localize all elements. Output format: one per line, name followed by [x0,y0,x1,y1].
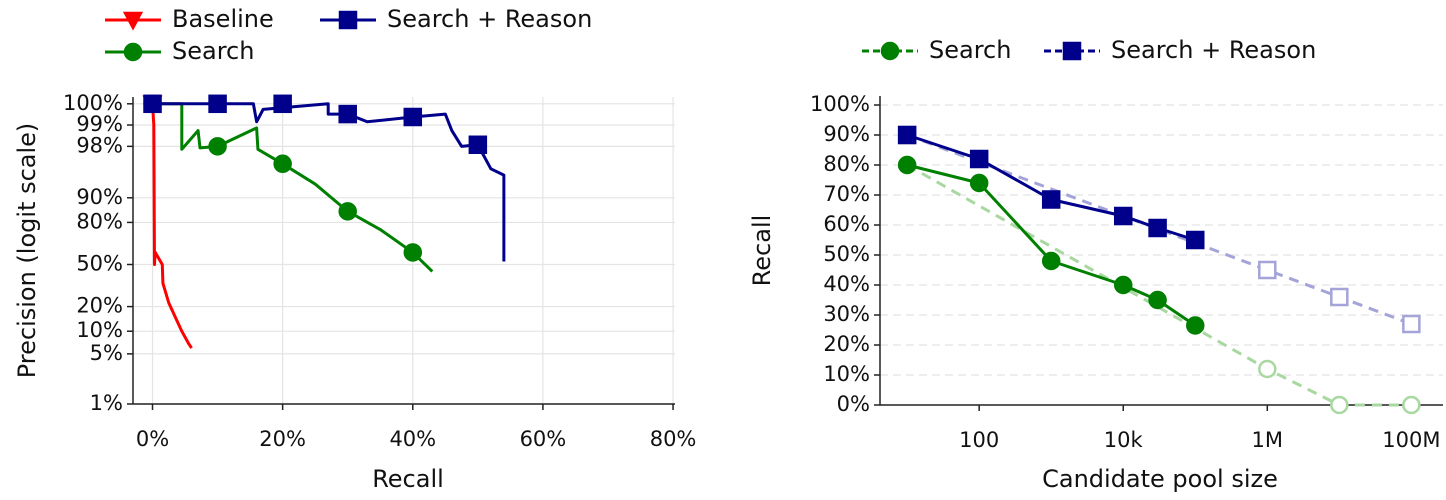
legend-marker [1062,41,1082,61]
marker [1330,287,1349,307]
marker [1041,251,1061,271]
y-tick-label: 40% [823,272,870,296]
y-tick-label: 80% [76,209,123,233]
legend-label: Search [172,37,254,65]
x-tick-label: 1M [1252,428,1283,452]
y-axis-label: Recall [748,215,776,287]
marker [897,125,917,145]
y-tick-label: 1% [90,391,123,415]
marker [1113,206,1133,226]
y-tick-label: 20% [823,332,870,356]
marker [1402,395,1421,415]
x-tick-label: 40% [389,427,436,451]
y-tick-label: 90% [76,185,123,209]
x-tick-label: 100M [1382,428,1440,452]
legend-label: Search + Reason [387,5,592,33]
marker [143,94,162,114]
marker [208,94,227,114]
y-tick-label: 50% [76,252,123,276]
x-tick-label: 80% [650,427,697,451]
y-tick-label: 90% [823,122,870,146]
y-tick-label: 0% [837,392,870,416]
legend-marker [122,11,144,31]
marker [1186,230,1205,250]
marker [897,155,917,175]
series-line [906,133,1412,326]
y-tick-label: 20% [76,294,123,318]
y-tick-label: 100% [63,91,123,115]
y-tick-label: 60% [823,212,870,236]
x-axis-label: Recall [372,465,444,493]
marker [273,94,292,114]
legend-label: Search + Reason [1111,36,1316,64]
marker [969,173,989,193]
x-tick-label: 0% [136,427,169,451]
marker [1330,395,1349,415]
series-line [152,102,506,262]
legend-label: Baseline [172,5,274,33]
marker [338,104,357,124]
legend-marker [123,42,143,62]
marker [1186,316,1205,335]
y-tick-label: 99% [76,112,123,136]
series-line [906,163,1412,407]
y-tick-label: 98% [76,133,123,157]
legend-marker [338,10,358,30]
marker [338,202,357,221]
y-tick-label: 50% [823,242,870,266]
marker [273,154,292,174]
marker [969,149,989,169]
y-tick-label: 100% [810,92,870,116]
marker [468,135,488,155]
marker [1113,275,1133,295]
y-tick-label: 10% [76,318,123,342]
marker [403,107,423,127]
y-tick-label: 30% [823,302,870,326]
marker [1402,314,1421,334]
y-tick-label: 5% [90,341,123,365]
x-tick-label: 20% [259,427,306,451]
y-tick-label: 80% [823,152,870,176]
x-tick-label: 100 [959,428,999,452]
x-tick-label: 10k [1104,428,1144,452]
series-line [152,102,434,273]
y-axis-label: Precision (logit scale) [13,123,41,379]
marker [1148,290,1167,310]
marker [403,243,423,262]
x-axis-label: Candidate pool size [1042,465,1278,493]
series-line [151,103,193,349]
y-tick-label: 10% [823,362,870,386]
marker [1258,260,1277,280]
y-tick-label: 70% [823,182,870,206]
marker [1148,218,1167,238]
marker [208,137,227,156]
legend-label: Search [929,36,1011,64]
marker [1041,190,1061,209]
marker [1258,359,1277,379]
legend-marker [880,41,900,61]
x-tick-label: 60% [520,427,567,451]
